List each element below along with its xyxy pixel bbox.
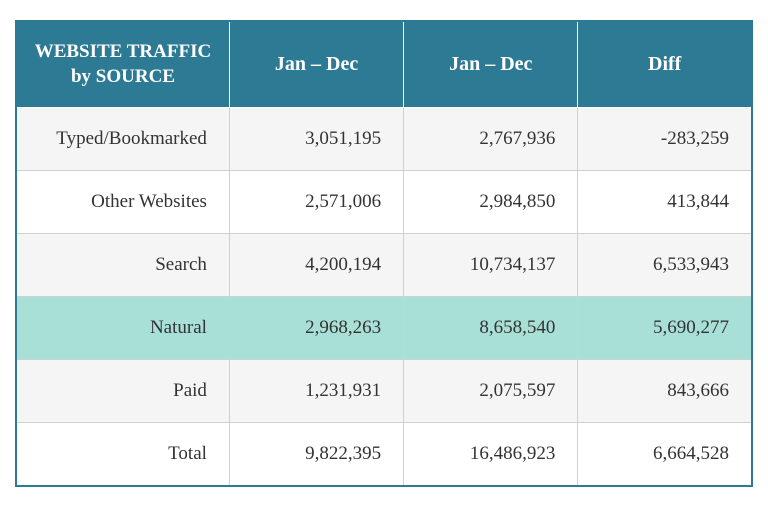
- row-period1: 4,200,194: [229, 234, 403, 297]
- col-header-period2: Jan – Dec: [404, 21, 578, 108]
- row-period2: 8,658,540: [404, 297, 578, 360]
- table-row: Search 4,200,194 10,734,137 6,533,943: [16, 234, 752, 297]
- row-label: Paid: [16, 360, 229, 423]
- table-row-total: Total 9,822,395 16,486,923 6,664,528: [16, 423, 752, 487]
- row-label: Typed/Bookmarked: [16, 108, 229, 171]
- table-header-row: WEBSITE TRAFFIC by SOURCE Jan – Dec Jan …: [16, 21, 752, 108]
- row-period2: 16,486,923: [404, 423, 578, 487]
- row-label: Other Websites: [16, 171, 229, 234]
- row-diff: -283,259: [578, 108, 752, 171]
- row-period1: 1,231,931: [229, 360, 403, 423]
- row-diff: 843,666: [578, 360, 752, 423]
- table-row: Typed/Bookmarked 3,051,195 2,767,936 -28…: [16, 108, 752, 171]
- traffic-table: WEBSITE TRAFFIC by SOURCE Jan – Dec Jan …: [15, 20, 753, 487]
- col-header-diff: Diff: [578, 21, 752, 108]
- col-header-source: WEBSITE TRAFFIC by SOURCE: [16, 21, 229, 108]
- row-period2: 10,734,137: [404, 234, 578, 297]
- row-label: Natural: [16, 297, 229, 360]
- row-period2: 2,984,850: [404, 171, 578, 234]
- table-row-highlighted: Natural 2,968,263 8,658,540 5,690,277: [16, 297, 752, 360]
- table-row: Paid 1,231,931 2,075,597 843,666: [16, 360, 752, 423]
- row-diff: 6,664,528: [578, 423, 752, 487]
- row-label: Total: [16, 423, 229, 487]
- row-period1: 9,822,395: [229, 423, 403, 487]
- row-diff: 5,690,277: [578, 297, 752, 360]
- row-period1: 2,571,006: [229, 171, 403, 234]
- row-diff: 6,533,943: [578, 234, 752, 297]
- col-header-period1: Jan – Dec: [229, 21, 403, 108]
- row-period2: 2,075,597: [404, 360, 578, 423]
- row-period1: 2,968,263: [229, 297, 403, 360]
- table-row: Other Websites 2,571,006 2,984,850 413,8…: [16, 171, 752, 234]
- row-period2: 2,767,936: [404, 108, 578, 171]
- row-label: Search: [16, 234, 229, 297]
- row-period1: 3,051,195: [229, 108, 403, 171]
- row-diff: 413,844: [578, 171, 752, 234]
